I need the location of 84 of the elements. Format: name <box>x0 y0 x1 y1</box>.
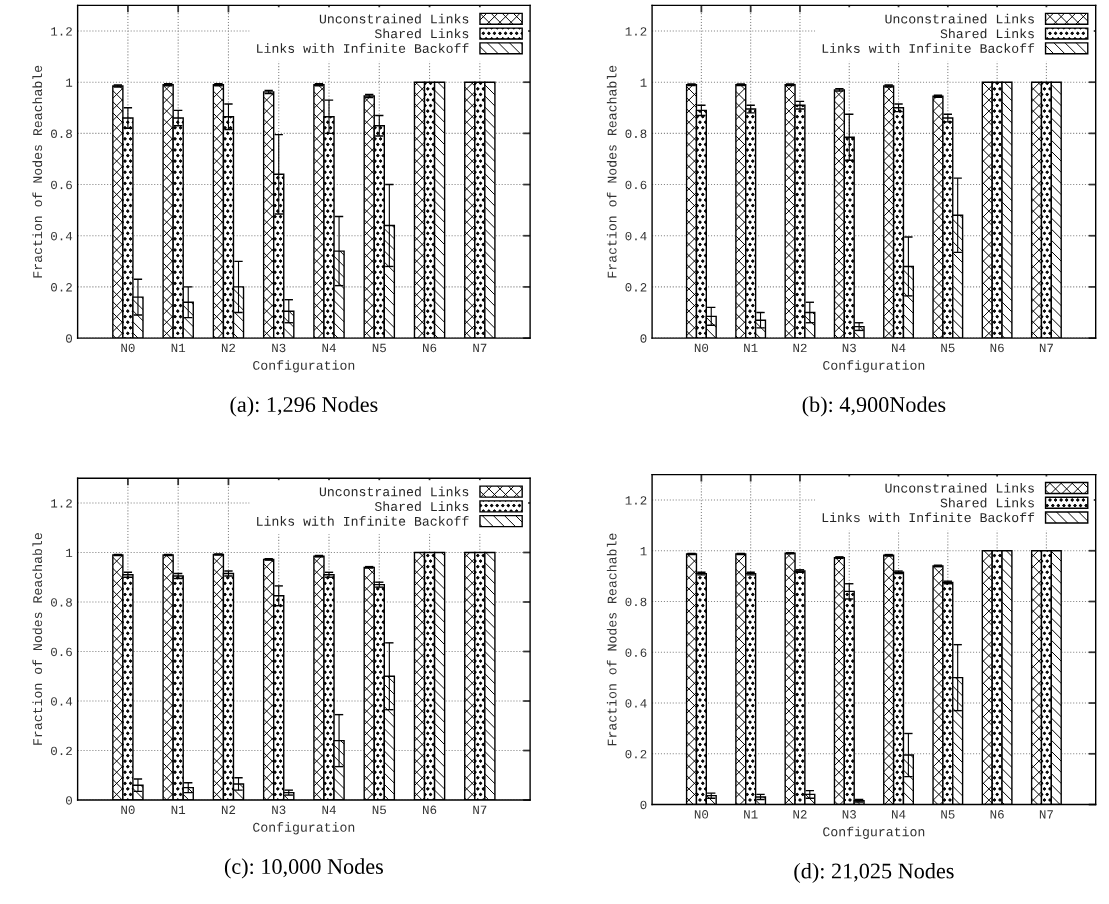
y-tick-label: 0 <box>66 796 72 805</box>
x-tick-label: N3 <box>842 810 856 819</box>
x-tick-label: N7 <box>1039 810 1053 819</box>
y-tick-label: 0.4 <box>51 697 73 706</box>
legend-label: Shared Links <box>940 497 1034 508</box>
y-axis-title: Fraction of Nodes Reachable <box>32 533 43 745</box>
y-axis-title: Fraction of Nodes Reachable <box>606 65 617 278</box>
y-tick-label: 0.2 <box>51 283 72 292</box>
x-tick-label: N7 <box>473 805 487 814</box>
x-axis-title: Configuration <box>253 822 355 835</box>
x-tick-label: N3 <box>272 343 286 353</box>
x-tick-label: N0 <box>121 343 135 353</box>
x-tick-label: N4 <box>322 343 336 353</box>
x-tick-label: N1 <box>744 810 758 819</box>
y-tick-label: 0.8 <box>625 129 647 139</box>
x-tick-label: N2 <box>221 343 236 353</box>
text: (c): 10,000 Nodes <box>224 858 383 879</box>
y-tick-label: 1.2 <box>51 499 72 508</box>
x-tick-label: N5 <box>372 805 386 815</box>
x-tick-label: N2 <box>793 343 807 353</box>
y-tick-label: 0 <box>640 800 647 810</box>
text: (b): 4,900Nodes <box>802 396 946 417</box>
x-axis-title: Configuration <box>253 360 355 373</box>
y-tick-label: 0.6 <box>625 648 647 657</box>
legend-label: Shared Links <box>374 28 469 39</box>
legend-label: Unconstrained Links <box>885 482 1034 493</box>
legend-label: Links with Infinite Backoff <box>822 43 1035 53</box>
x-tick-label: N7 <box>473 343 487 353</box>
y-tick-label: 0.2 <box>51 746 72 756</box>
legend-label: Unconstrained Links <box>319 13 469 24</box>
x-tick-label: N0 <box>694 810 709 819</box>
legend-label: Links with Infinite Backoff <box>257 43 469 53</box>
x-tick-label: N4 <box>322 805 336 814</box>
y-tick-label: 1 <box>66 548 73 558</box>
legend-label: Unconstrained Links <box>319 486 469 497</box>
x-tick-label: N1 <box>744 343 758 353</box>
y-tick-label: 1.2 <box>625 496 647 505</box>
x-tick-label: N5 <box>941 343 955 353</box>
x-tick-label: N1 <box>171 343 186 353</box>
y-tick-label: 0.6 <box>51 647 72 657</box>
x-axis-title: Configuration <box>823 360 925 373</box>
y-tick-label: 1 <box>66 78 73 87</box>
x-tick-label: N5 <box>372 343 386 353</box>
legend-label: Links with Infinite Backoff <box>822 512 1035 523</box>
y-tick-label: 0 <box>66 334 72 343</box>
y-tick-label: 0.4 <box>625 699 647 708</box>
text: (a): 1,296 Nodes <box>230 396 378 417</box>
y-tick-label: 1.2 <box>51 27 72 36</box>
y-tick-label: 0.8 <box>51 129 72 139</box>
x-tick-label: N7 <box>1039 343 1053 353</box>
legend-label: Links with Infinite Backoff <box>257 516 469 526</box>
y-tick-label: 0.8 <box>625 597 647 607</box>
y-tick-label: 0.4 <box>51 231 73 241</box>
legend-label: Shared Links <box>940 28 1034 39</box>
x-tick-label: N2 <box>221 805 236 814</box>
x-tick-label: N0 <box>121 805 135 815</box>
y-tick-label: 0.6 <box>51 180 72 190</box>
y-tick-label: 0.2 <box>625 283 647 292</box>
x-tick-label: N6 <box>423 343 437 353</box>
x-tick-label: N6 <box>990 810 1004 819</box>
y-axis-title: Fraction of Nodes Reachable <box>32 65 43 278</box>
text: (d): 21,025 Nodes <box>794 862 954 884</box>
legend-label: Unconstrained Links <box>885 13 1034 24</box>
x-axis-title: Configuration <box>823 826 925 839</box>
y-tick-label: 1.2 <box>625 27 647 36</box>
x-tick-label: N3 <box>272 805 286 815</box>
x-tick-label: N2 <box>793 810 807 819</box>
x-tick-label: N0 <box>694 343 709 353</box>
x-tick-label: N3 <box>842 343 856 353</box>
y-tick-label: 0.6 <box>625 180 647 190</box>
y-tick-label: 0 <box>640 334 647 343</box>
x-tick-label: N1 <box>171 805 186 814</box>
x-tick-label: N4 <box>892 343 906 353</box>
y-tick-label: 0.4 <box>625 231 647 241</box>
y-tick-label: 1 <box>640 547 647 556</box>
y-tick-label: 1 <box>640 78 647 87</box>
y-tick-label: 0.2 <box>625 749 647 759</box>
x-tick-label: N5 <box>941 810 955 819</box>
x-tick-label: N6 <box>423 805 437 815</box>
x-tick-label: N6 <box>990 343 1004 353</box>
legend-label: Shared Links <box>374 501 469 512</box>
x-tick-label: N4 <box>892 810 906 819</box>
y-tick-label: 0.8 <box>51 598 72 607</box>
y-axis-title: Fraction of Nodes Reachable <box>606 533 617 746</box>
